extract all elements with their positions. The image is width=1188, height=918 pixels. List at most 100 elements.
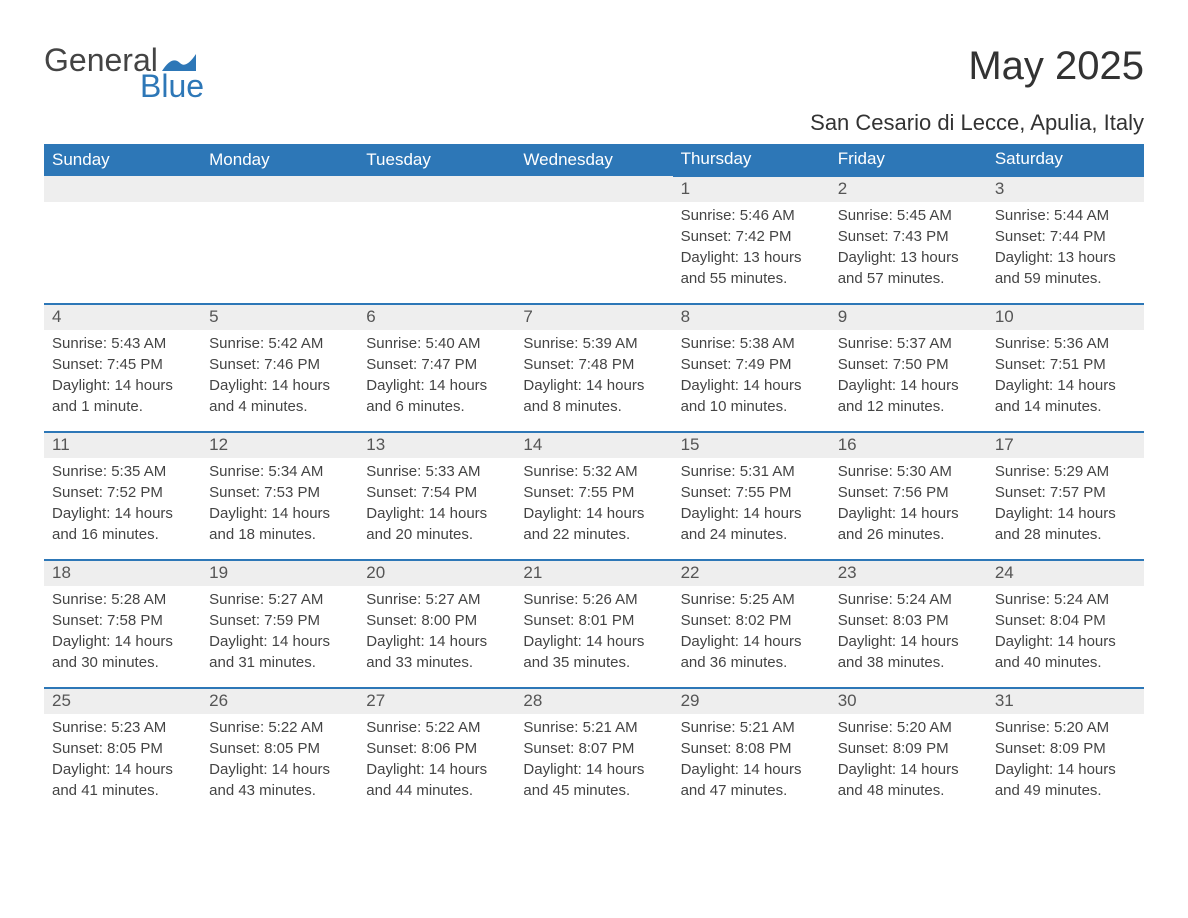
day-body: Sunrise: 5:24 AMSunset: 8:04 PMDaylight:… [987, 586, 1144, 679]
day-number: 15 [673, 433, 830, 458]
day-body: Sunrise: 5:30 AMSunset: 7:56 PMDaylight:… [830, 458, 987, 551]
day-body: Sunrise: 5:28 AMSunset: 7:58 PMDaylight:… [44, 586, 201, 679]
day-body: Sunrise: 5:45 AMSunset: 7:43 PMDaylight:… [830, 202, 987, 295]
daylight-line: Daylight: 14 hours and 47 minutes. [681, 759, 822, 801]
daylight-line: Daylight: 14 hours and 49 minutes. [995, 759, 1136, 801]
calendar-day-cell: 21Sunrise: 5:26 AMSunset: 8:01 PMDayligh… [515, 560, 672, 688]
day-header: Thursday [673, 144, 830, 176]
sunset-line: Sunset: 7:50 PM [838, 354, 979, 375]
sunrise-line: Sunrise: 5:29 AM [995, 461, 1136, 482]
daylight-line: Daylight: 13 hours and 57 minutes. [838, 247, 979, 289]
day-body: Sunrise: 5:38 AMSunset: 7:49 PMDaylight:… [673, 330, 830, 423]
day-number: 17 [987, 433, 1144, 458]
day-body: Sunrise: 5:24 AMSunset: 8:03 PMDaylight:… [830, 586, 987, 679]
day-body: Sunrise: 5:40 AMSunset: 7:47 PMDaylight:… [358, 330, 515, 423]
calendar-day-cell: 4Sunrise: 5:43 AMSunset: 7:45 PMDaylight… [44, 304, 201, 432]
calendar-day-cell: 19Sunrise: 5:27 AMSunset: 7:59 PMDayligh… [201, 560, 358, 688]
day-number: 30 [830, 689, 987, 714]
calendar-week-row: 1Sunrise: 5:46 AMSunset: 7:42 PMDaylight… [44, 176, 1144, 304]
calendar-day-cell: 30Sunrise: 5:20 AMSunset: 8:09 PMDayligh… [830, 688, 987, 816]
header-row: General Blue May 2025 [44, 44, 1144, 102]
calendar-day-cell: 11Sunrise: 5:35 AMSunset: 7:52 PMDayligh… [44, 432, 201, 560]
sunrise-line: Sunrise: 5:43 AM [52, 333, 193, 354]
calendar-body: 1Sunrise: 5:46 AMSunset: 7:42 PMDaylight… [44, 176, 1144, 816]
sunrise-line: Sunrise: 5:40 AM [366, 333, 507, 354]
calendar-empty-cell [515, 176, 672, 304]
day-number: 19 [201, 561, 358, 586]
calendar-day-cell: 15Sunrise: 5:31 AMSunset: 7:55 PMDayligh… [673, 432, 830, 560]
day-number: 11 [44, 433, 201, 458]
sunset-line: Sunset: 7:53 PM [209, 482, 350, 503]
sunrise-line: Sunrise: 5:20 AM [995, 717, 1136, 738]
day-body: Sunrise: 5:33 AMSunset: 7:54 PMDaylight:… [358, 458, 515, 551]
daylight-line: Daylight: 14 hours and 38 minutes. [838, 631, 979, 673]
day-number: 14 [515, 433, 672, 458]
day-body: Sunrise: 5:26 AMSunset: 8:01 PMDaylight:… [515, 586, 672, 679]
day-number: 23 [830, 561, 987, 586]
day-body: Sunrise: 5:37 AMSunset: 7:50 PMDaylight:… [830, 330, 987, 423]
sunset-line: Sunset: 7:46 PM [209, 354, 350, 375]
daylight-line: Daylight: 14 hours and 8 minutes. [523, 375, 664, 417]
sunset-line: Sunset: 8:07 PM [523, 738, 664, 759]
daylight-line: Daylight: 14 hours and 1 minute. [52, 375, 193, 417]
day-body: Sunrise: 5:42 AMSunset: 7:46 PMDaylight:… [201, 330, 358, 423]
calendar-day-cell: 27Sunrise: 5:22 AMSunset: 8:06 PMDayligh… [358, 688, 515, 816]
sunset-line: Sunset: 7:55 PM [681, 482, 822, 503]
day-body: Sunrise: 5:35 AMSunset: 7:52 PMDaylight:… [44, 458, 201, 551]
sunset-line: Sunset: 7:59 PM [209, 610, 350, 631]
sunset-line: Sunset: 8:03 PM [838, 610, 979, 631]
day-number: 7 [515, 305, 672, 330]
daylight-line: Daylight: 14 hours and 14 minutes. [995, 375, 1136, 417]
calendar-day-cell: 28Sunrise: 5:21 AMSunset: 8:07 PMDayligh… [515, 688, 672, 816]
daylight-line: Daylight: 14 hours and 36 minutes. [681, 631, 822, 673]
daylight-line: Daylight: 14 hours and 43 minutes. [209, 759, 350, 801]
day-number: 3 [987, 177, 1144, 202]
logo: General Blue [44, 44, 204, 102]
sunrise-line: Sunrise: 5:38 AM [681, 333, 822, 354]
daynum-bar-empty [358, 176, 515, 202]
calendar-week-row: 4Sunrise: 5:43 AMSunset: 7:45 PMDaylight… [44, 304, 1144, 432]
sunset-line: Sunset: 7:43 PM [838, 226, 979, 247]
calendar-week-row: 18Sunrise: 5:28 AMSunset: 7:58 PMDayligh… [44, 560, 1144, 688]
day-number: 10 [987, 305, 1144, 330]
calendar-day-cell: 16Sunrise: 5:30 AMSunset: 7:56 PMDayligh… [830, 432, 987, 560]
day-body: Sunrise: 5:39 AMSunset: 7:48 PMDaylight:… [515, 330, 672, 423]
calendar-day-cell: 12Sunrise: 5:34 AMSunset: 7:53 PMDayligh… [201, 432, 358, 560]
day-body: Sunrise: 5:36 AMSunset: 7:51 PMDaylight:… [987, 330, 1144, 423]
calendar-week-row: 25Sunrise: 5:23 AMSunset: 8:05 PMDayligh… [44, 688, 1144, 816]
calendar-day-cell: 24Sunrise: 5:24 AMSunset: 8:04 PMDayligh… [987, 560, 1144, 688]
sunrise-line: Sunrise: 5:32 AM [523, 461, 664, 482]
calendar-day-cell: 13Sunrise: 5:33 AMSunset: 7:54 PMDayligh… [358, 432, 515, 560]
sunrise-line: Sunrise: 5:39 AM [523, 333, 664, 354]
day-body: Sunrise: 5:46 AMSunset: 7:42 PMDaylight:… [673, 202, 830, 295]
sunset-line: Sunset: 7:49 PM [681, 354, 822, 375]
day-number: 20 [358, 561, 515, 586]
calendar-day-cell: 17Sunrise: 5:29 AMSunset: 7:57 PMDayligh… [987, 432, 1144, 560]
sunrise-line: Sunrise: 5:42 AM [209, 333, 350, 354]
day-body: Sunrise: 5:21 AMSunset: 8:07 PMDaylight:… [515, 714, 672, 807]
day-body: Sunrise: 5:23 AMSunset: 8:05 PMDaylight:… [44, 714, 201, 807]
day-body: Sunrise: 5:20 AMSunset: 8:09 PMDaylight:… [987, 714, 1144, 807]
day-body: Sunrise: 5:32 AMSunset: 7:55 PMDaylight:… [515, 458, 672, 551]
sunset-line: Sunset: 8:05 PM [209, 738, 350, 759]
day-header: Sunday [44, 144, 201, 176]
sunrise-line: Sunrise: 5:27 AM [209, 589, 350, 610]
sunrise-line: Sunrise: 5:22 AM [366, 717, 507, 738]
day-header: Tuesday [358, 144, 515, 176]
daylight-line: Daylight: 14 hours and 30 minutes. [52, 631, 193, 673]
title-block: May 2025 [968, 44, 1144, 89]
calendar-day-cell: 25Sunrise: 5:23 AMSunset: 8:05 PMDayligh… [44, 688, 201, 816]
logo-text-blue: Blue [140, 70, 204, 102]
day-header: Saturday [987, 144, 1144, 176]
day-body: Sunrise: 5:29 AMSunset: 7:57 PMDaylight:… [987, 458, 1144, 551]
sunset-line: Sunset: 7:51 PM [995, 354, 1136, 375]
day-body: Sunrise: 5:22 AMSunset: 8:06 PMDaylight:… [358, 714, 515, 807]
calendar-day-cell: 22Sunrise: 5:25 AMSunset: 8:02 PMDayligh… [673, 560, 830, 688]
daylight-line: Daylight: 14 hours and 12 minutes. [838, 375, 979, 417]
day-number: 4 [44, 305, 201, 330]
day-body: Sunrise: 5:43 AMSunset: 7:45 PMDaylight:… [44, 330, 201, 423]
calendar-day-cell: 18Sunrise: 5:28 AMSunset: 7:58 PMDayligh… [44, 560, 201, 688]
day-body: Sunrise: 5:27 AMSunset: 7:59 PMDaylight:… [201, 586, 358, 679]
day-header: Wednesday [515, 144, 672, 176]
day-number: 13 [358, 433, 515, 458]
